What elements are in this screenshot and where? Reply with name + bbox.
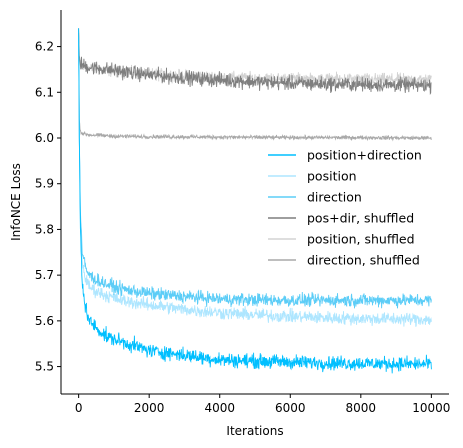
legend-label: position+direction [307, 148, 422, 163]
series-line [78, 28, 432, 374]
legend-label: position, shuffled [307, 232, 415, 247]
series-layer [78, 28, 432, 374]
y-tick-label: 5.8 [35, 222, 54, 236]
series-line [78, 32, 432, 142]
y-tick-label: 6.0 [35, 131, 54, 145]
y-tick-label: 6.1 [35, 85, 54, 99]
legend: position+direction position direction pos+d… [268, 148, 422, 268]
x-tick-label: 6000 [275, 401, 306, 415]
x-tick-label: 4000 [204, 401, 235, 415]
y-ticks: 5.5 5.6 5.7 5.8 5.9 6.0 6.1 6.2 [35, 40, 61, 374]
x-ticks: 0 2000 4000 6000 8000 10000 [75, 394, 450, 415]
series-line [78, 37, 432, 309]
y-tick-label: 5.7 [35, 268, 54, 282]
series-line [78, 28, 432, 96]
x-axis-label: Iterations [226, 424, 283, 438]
series-line [78, 32, 432, 87]
x-tick-label: 0 [75, 401, 83, 415]
axes-layer [60, 10, 449, 395]
y-tick-label: 6.2 [35, 40, 54, 54]
x-tick-label: 8000 [346, 401, 377, 415]
x-tick-label: 2000 [134, 401, 165, 415]
y-axis-label: InfoNCE Loss [9, 163, 23, 241]
x-tick-label: 10000 [412, 401, 450, 415]
series-line [78, 37, 432, 327]
legend-label: position [307, 169, 357, 184]
y-tick-label: 5.5 [35, 360, 54, 374]
legend-label: direction [307, 190, 362, 205]
legend-label: direction, shuffled [307, 253, 420, 268]
y-tick-label: 5.9 [35, 177, 54, 191]
legend-label: pos+dir, shuffled [307, 211, 414, 226]
y-tick-label: 5.6 [35, 314, 54, 328]
